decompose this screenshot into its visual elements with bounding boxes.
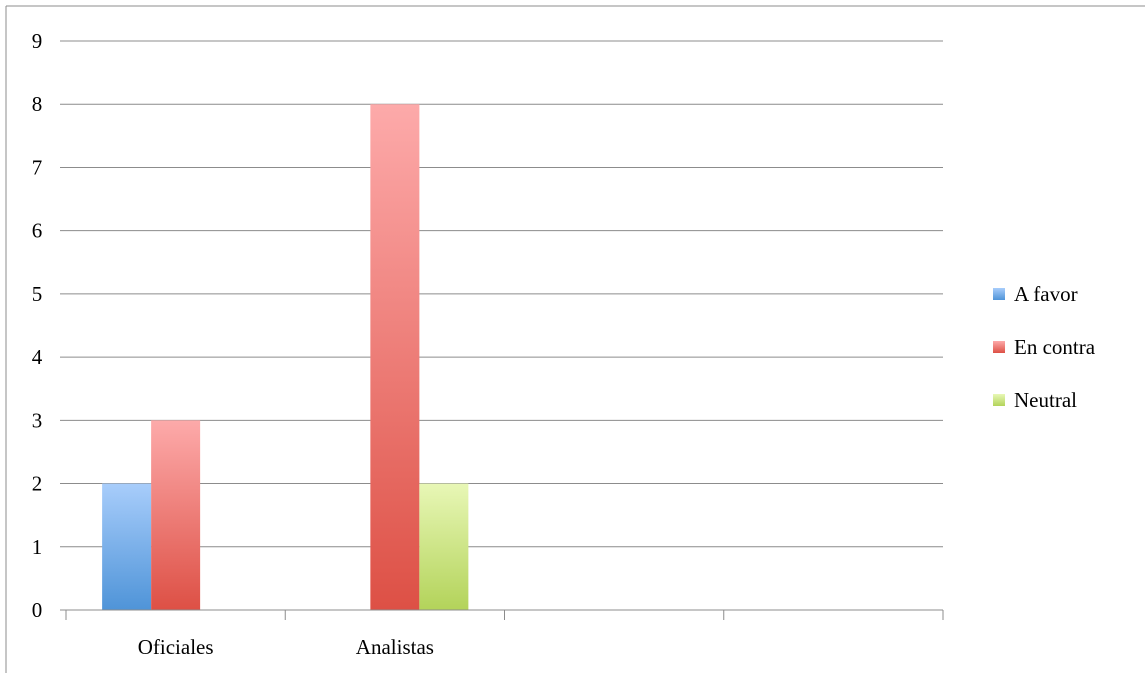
x-axis-tick-labels: Oficiales Analistas (138, 635, 434, 659)
bars (102, 104, 469, 610)
legend-swatch-neutral (993, 394, 1005, 406)
legend-label-neutral: Neutral (1014, 388, 1077, 412)
y-tick-label-0: 0 (32, 598, 43, 622)
legend: A favor En contra Neutral (993, 282, 1096, 412)
y-tick-label-8: 8 (32, 92, 43, 116)
y-tick-label-7: 7 (32, 155, 43, 179)
bar-en-contra-analistas (370, 104, 420, 610)
legend-label-a-favor: A favor (1014, 282, 1078, 306)
y-tick-label-6: 6 (32, 219, 43, 243)
y-tick-label-5: 5 (32, 282, 43, 306)
bar-a-favor-oficiales (102, 483, 152, 610)
legend-label-en-contra: En contra (1014, 335, 1096, 359)
legend-swatch-a-favor (993, 288, 1005, 300)
x-axis (65, 609, 944, 620)
y-axis-tick-labels: 0 1 2 3 4 5 6 7 8 9 (32, 29, 43, 622)
y-tick-label-9: 9 (32, 29, 43, 53)
x-tick-label-analistas: Analistas (356, 635, 434, 659)
bar-en-contra-oficiales (151, 420, 201, 610)
y-tick-label-1: 1 (32, 535, 43, 559)
legend-swatch-en-contra (993, 341, 1005, 353)
x-tick-label-oficiales: Oficiales (138, 635, 214, 659)
y-tick-label-4: 4 (32, 345, 43, 369)
y-tick-label-3: 3 (32, 408, 43, 432)
bar-neutral-analistas (419, 483, 469, 610)
y-tick-label-2: 2 (32, 472, 43, 496)
